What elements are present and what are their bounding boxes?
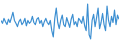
- series-line: [1, 4, 119, 39]
- chart: [0, 0, 120, 45]
- plot-area: [1, 4, 119, 39]
